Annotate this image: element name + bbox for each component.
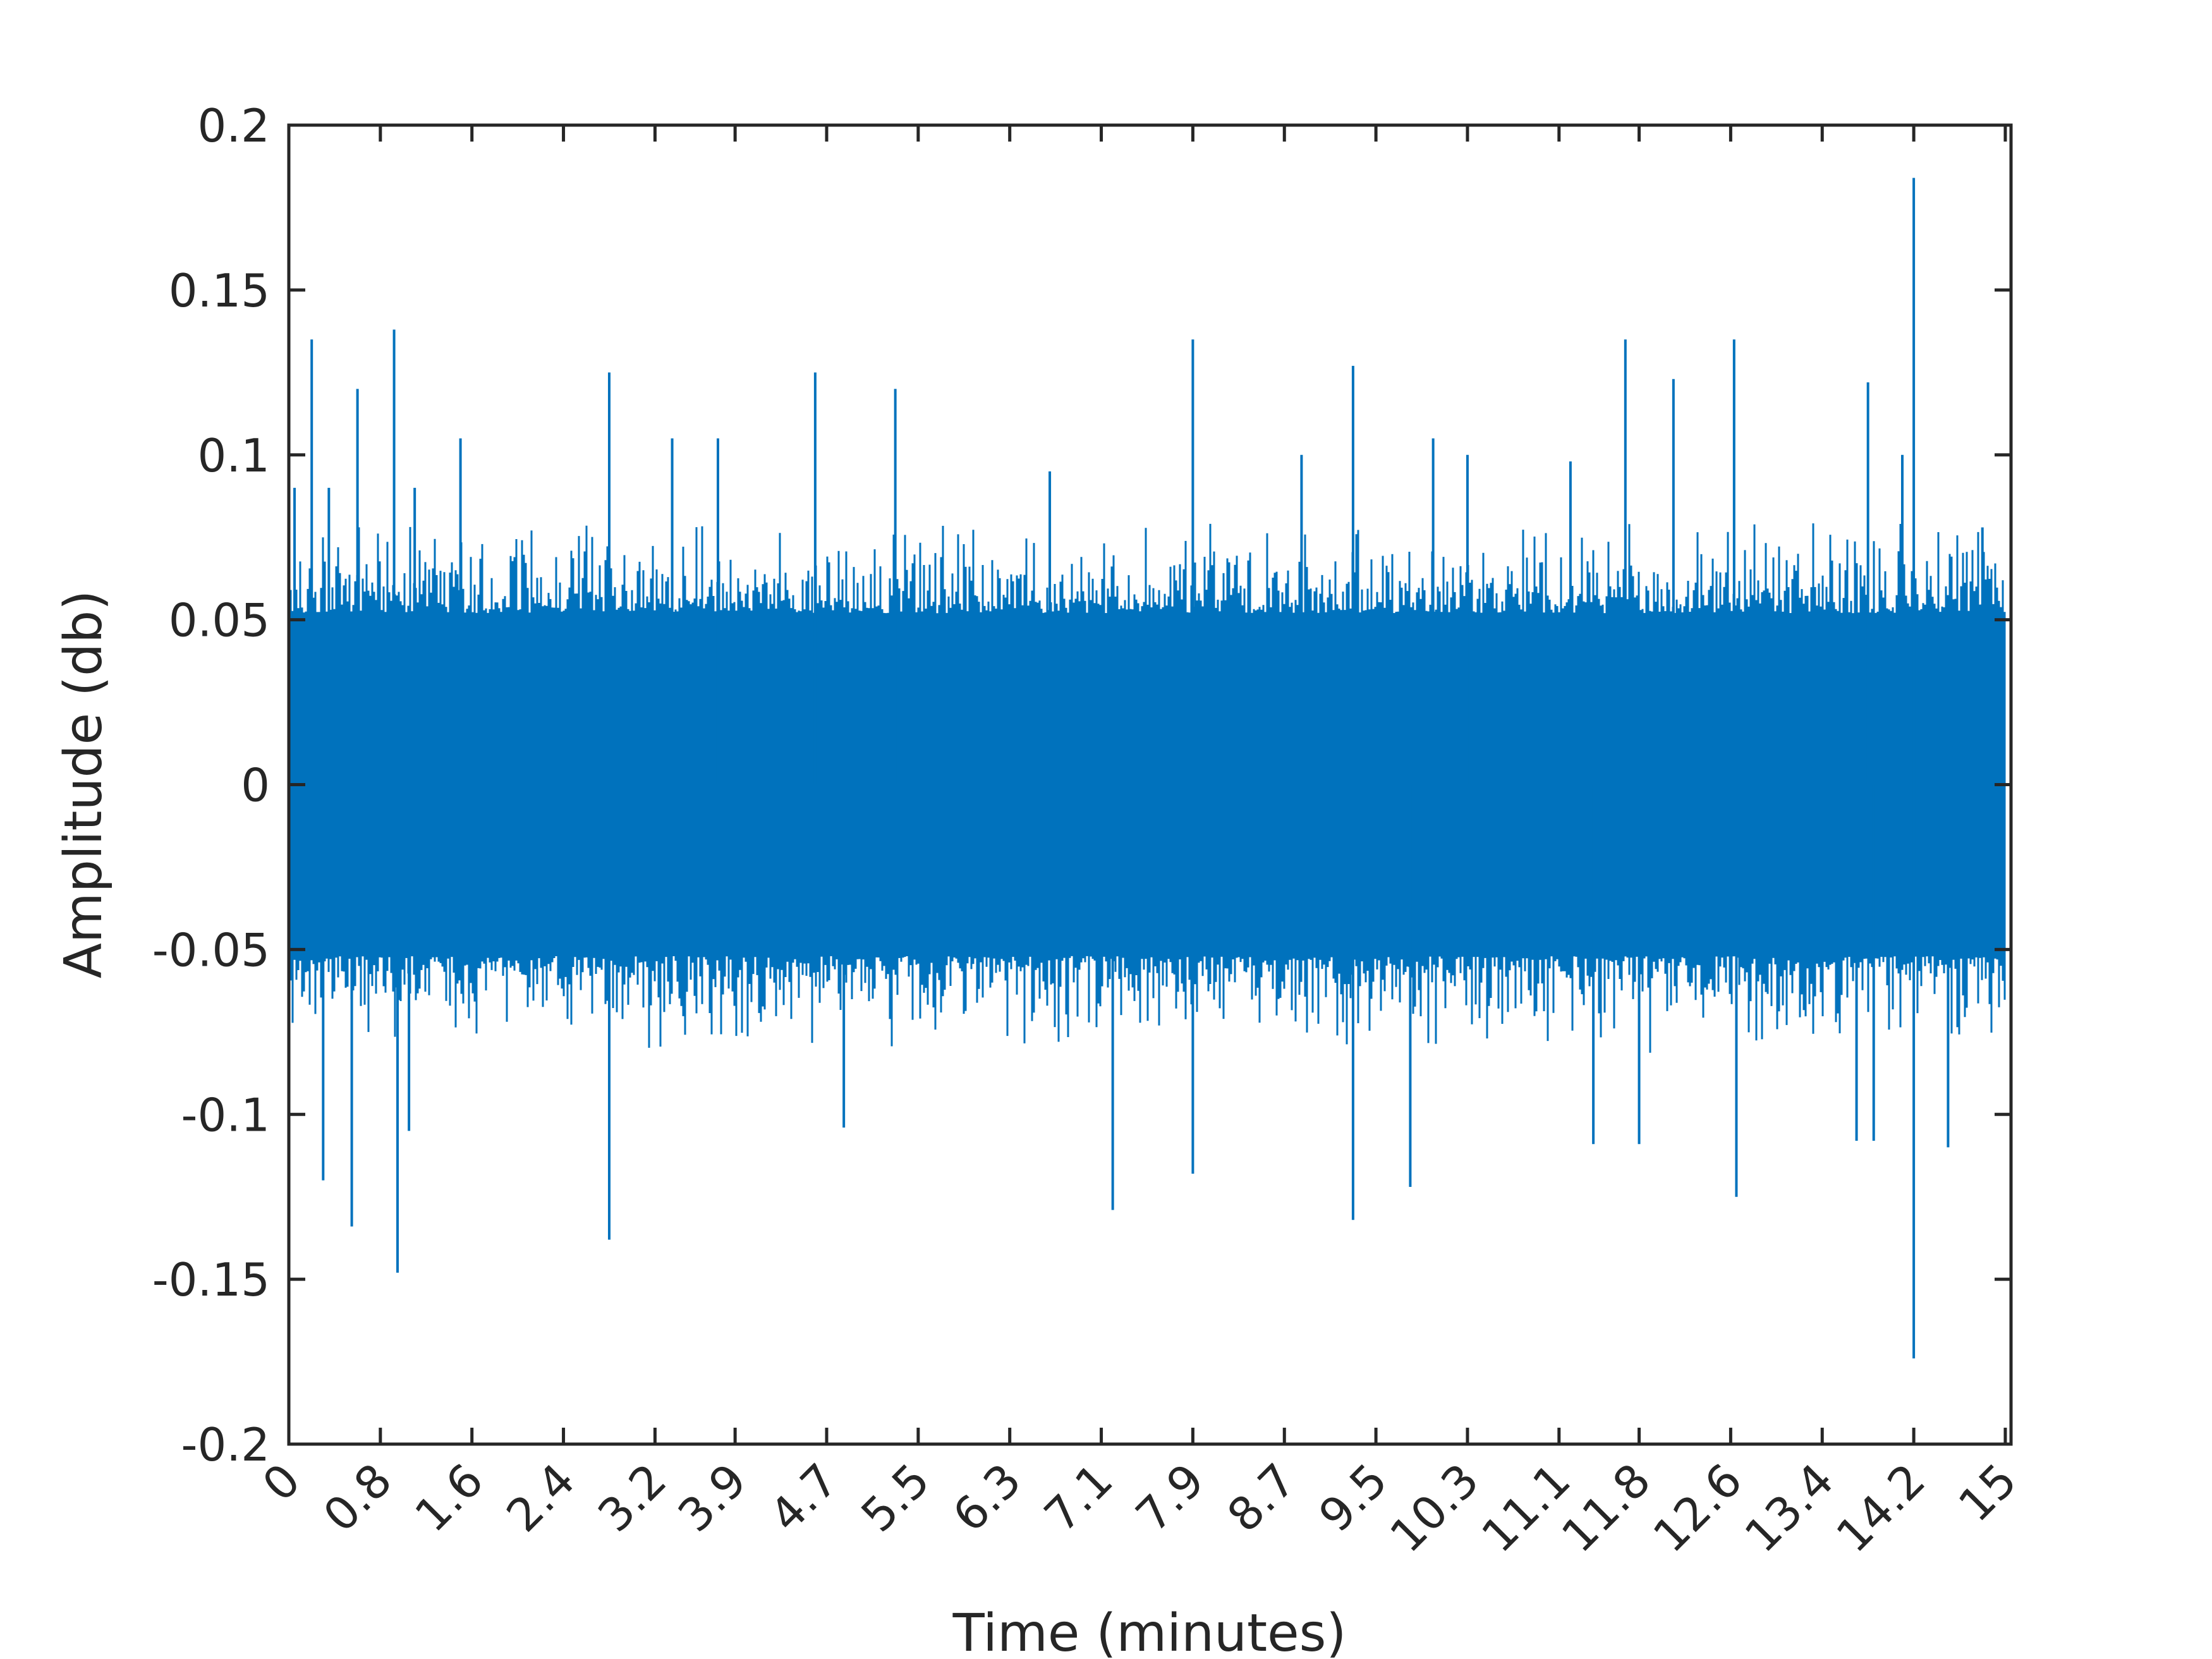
y-tick-label: 0.05 [169,594,270,647]
y-tick-label: 0 [241,759,270,812]
y-tick-label: 0.15 [169,264,270,317]
amplitude-series [288,178,2006,1359]
y-tick-label: -0.15 [152,1253,270,1306]
x-axis-title: Time (minutes) [952,1603,1347,1659]
y-axis-title: Amplitude (db) [54,590,114,978]
y-tick-label: 0.2 [197,99,270,152]
y-axis-ticks: 0.2 0.15 0.1 0.05 0 -0.05 -0.1 -0.15 -0.2 [152,99,2011,1471]
y-tick-label: -0.05 [152,923,270,976]
y-tick-label: -0.1 [181,1088,270,1141]
y-tick-label: -0.2 [181,1418,270,1471]
y-tick-label: 0.1 [197,429,270,482]
